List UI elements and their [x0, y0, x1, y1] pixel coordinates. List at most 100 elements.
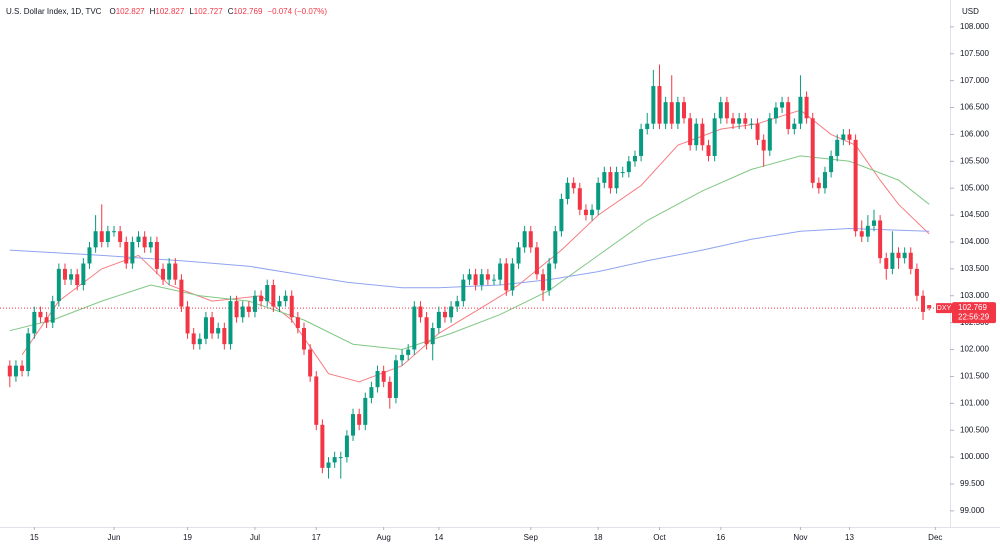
candle-body	[553, 231, 558, 264]
candle-body	[835, 139, 840, 156]
candle-body	[620, 172, 625, 174]
candle-body	[332, 457, 337, 463]
moving-average	[21, 109, 930, 383]
candle-body	[302, 328, 306, 350]
x-tick-label: Nov	[793, 533, 807, 542]
ohlc-value: 102.827	[116, 7, 145, 16]
candle-body	[583, 209, 588, 216]
candle-body	[148, 241, 153, 248]
y-tick-label: 107.500	[960, 49, 989, 58]
x-tick-label: 15	[30, 533, 39, 542]
candle-body	[921, 295, 926, 312]
candle-body	[197, 338, 202, 345]
candle-body	[559, 198, 564, 232]
candle-body	[112, 231, 116, 233]
candle-body	[473, 274, 478, 286]
candle-body	[124, 241, 129, 264]
candle-body	[363, 397, 368, 425]
candle-body	[13, 365, 18, 377]
candle-body	[528, 231, 533, 248]
candle-body	[32, 311, 37, 334]
candle-body	[375, 371, 380, 388]
candle-body	[449, 306, 454, 318]
candle-body	[130, 241, 135, 264]
candle-body	[308, 349, 313, 377]
candle-body	[731, 118, 736, 124]
candle-body	[38, 311, 43, 318]
price-tag	[952, 302, 996, 324]
y-tick-label: 101.500	[960, 372, 989, 381]
candle-body	[547, 263, 552, 291]
candle-body	[602, 172, 607, 183]
candle-body	[26, 333, 31, 372]
candle-body	[657, 86, 662, 124]
candle-body	[265, 285, 270, 302]
candle-body	[669, 102, 674, 124]
candle-body	[706, 145, 711, 156]
candle-body	[393, 360, 398, 398]
header-title: U.S. Dollar Index, 1D, TVC	[6, 7, 102, 16]
candle-body	[902, 252, 907, 259]
candle-body	[461, 279, 466, 302]
candle-body	[853, 139, 858, 232]
y-tick-label: 107.000	[960, 76, 989, 85]
currency: USD	[962, 7, 979, 16]
candle-body	[755, 123, 760, 140]
candle-body	[816, 182, 821, 189]
candle-body	[467, 274, 472, 280]
candle-body	[252, 295, 257, 312]
y-tick-label: 108.000	[960, 22, 989, 31]
candle-body	[99, 231, 104, 242]
candle-body	[516, 247, 521, 264]
candle-body	[773, 107, 778, 119]
ohlc-letter: H	[150, 7, 156, 16]
y-tick-label: 102.000	[960, 345, 989, 354]
candle-body	[859, 231, 864, 237]
x-tick-label: 14	[434, 533, 443, 542]
candle-body	[173, 263, 178, 280]
candle-body	[167, 263, 172, 280]
candle-body	[571, 182, 576, 189]
x-tick-label: Jul	[250, 533, 260, 542]
candle-body	[565, 182, 570, 199]
x-tick-label: Aug	[377, 533, 391, 542]
y-tick-label: 103.500	[960, 264, 989, 273]
candle-body	[20, 365, 25, 372]
candle-body	[639, 129, 644, 156]
candle-body	[792, 123, 797, 130]
candle-body	[118, 231, 123, 242]
candle-body	[56, 268, 61, 302]
candle-body	[142, 236, 147, 248]
y-tick-label: 105.000	[960, 183, 989, 192]
x-tick-label: 17	[312, 533, 321, 542]
candle-body	[498, 263, 503, 280]
candle-body	[44, 317, 49, 323]
candle-body	[326, 462, 331, 468]
ohlc-value: 102.769	[233, 7, 262, 16]
candle-body	[430, 328, 435, 345]
candle-body	[246, 306, 251, 312]
candle-body	[596, 182, 601, 210]
y-tick-label: 99.500	[960, 479, 985, 488]
candle-body	[93, 231, 98, 248]
change: −0.074 (−0.07%)	[267, 7, 327, 16]
candle-body	[338, 457, 343, 459]
y-tick-label: 100.000	[960, 452, 989, 461]
candle-body	[541, 274, 546, 291]
candle-body	[804, 96, 809, 119]
candle-body	[7, 365, 12, 377]
candle-body	[185, 306, 190, 334]
candle-body	[786, 102, 791, 130]
candle-body	[927, 305, 932, 309]
candle-body	[884, 258, 889, 269]
candle-body	[210, 317, 215, 334]
x-tick-label: Dec	[928, 533, 942, 542]
header: U.S. Dollar Index, 1D, TVC O102.827 H102.8…	[6, 7, 327, 16]
candle-body	[534, 247, 539, 275]
candle-body	[485, 274, 490, 280]
candle-body	[418, 306, 423, 318]
candle-body	[289, 295, 294, 318]
candle-body	[387, 381, 392, 398]
x-tick-label: 16	[716, 533, 725, 542]
